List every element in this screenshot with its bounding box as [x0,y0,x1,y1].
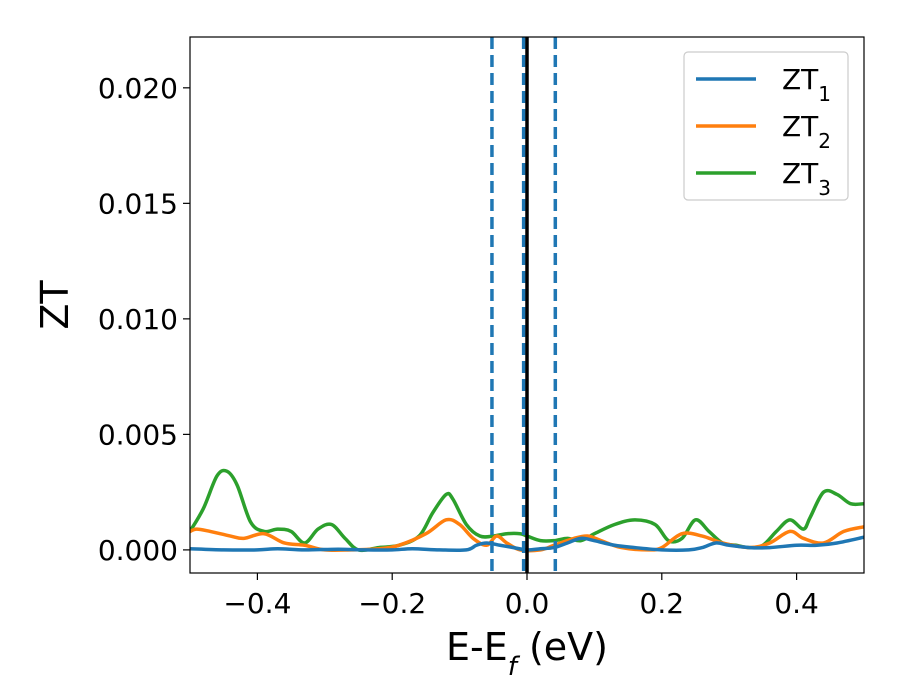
x-tick-label: −0.4 [223,587,291,620]
y-tick-label: 0.015 [98,187,178,220]
y-tick-label: 0.000 [98,534,178,567]
x-tick-label: 0.2 [640,587,685,620]
y-tick-label: 0.010 [98,303,178,336]
x-tick-label: 0.4 [774,587,819,620]
legend-box [683,51,849,201]
legend-label-zt3: ZT3 [782,157,831,200]
x-tick-label: −0.2 [358,587,426,620]
y-tick-label: 0.005 [98,418,178,451]
series-line-zt1 [190,535,864,553]
plot-clip-group [190,37,864,573]
axes: −0.4 −0.2 0.0 0.2 0.4 0.000 0.005 0.010 0.015 0.0… [33,36,865,682]
y-axis-label: ZT [33,280,77,330]
x-axis-label: E-Ef (eV) [446,625,608,682]
y-tick-label: 0.020 [98,72,178,105]
plot-area [190,37,864,573]
legend-label-zt1: ZT1 [782,63,831,106]
x-tick-label: 0.0 [505,587,550,620]
legend-label-zt2: ZT2 [782,110,831,153]
